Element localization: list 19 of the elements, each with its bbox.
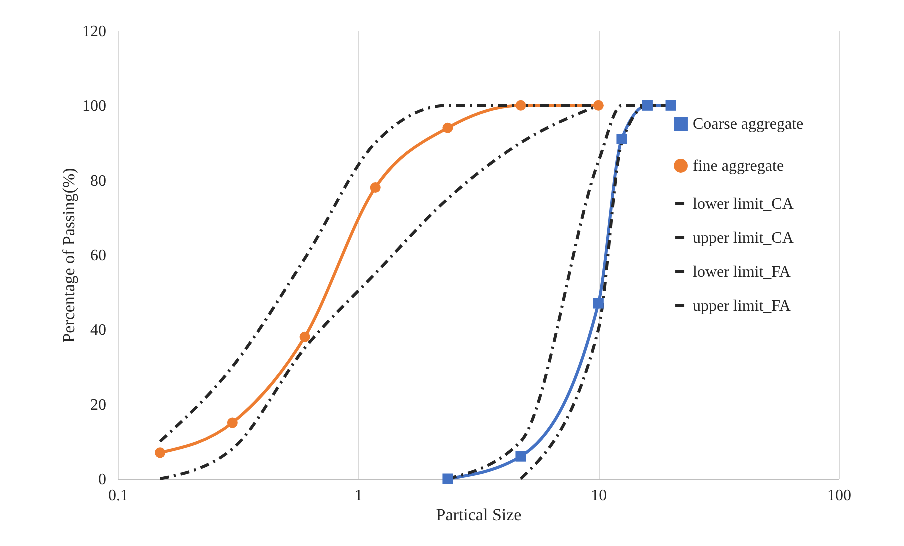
x-tick-label: 100 [828, 488, 852, 504]
legend-label: upper limit_CA [693, 230, 794, 247]
y-tick-label: 20 [90, 396, 106, 414]
legend-label: lower limit_FA [693, 264, 792, 281]
legend-label: Coarse aggregate [693, 116, 804, 133]
x-axis-title: Partical Size [436, 506, 522, 524]
legend-label: fine aggregate [693, 158, 784, 175]
y-tick-label: 100 [82, 98, 106, 116]
x-tick-label: 1 [354, 488, 363, 504]
x-tick-label: 0.1 [108, 488, 128, 504]
y-tick-label: 80 [90, 172, 106, 190]
legend-label: upper limit_FA [693, 298, 792, 315]
y-tick-label: 120 [82, 24, 106, 40]
x-tick-label: 10 [591, 488, 608, 504]
y-tick-label: 0 [98, 472, 106, 488]
legend-label: lower limit_CA [693, 196, 794, 213]
y-tick-label: 60 [90, 248, 106, 264]
y-axis-title: Percentage of Passing(%) [60, 168, 78, 343]
y-tick-label: 40 [90, 322, 106, 340]
